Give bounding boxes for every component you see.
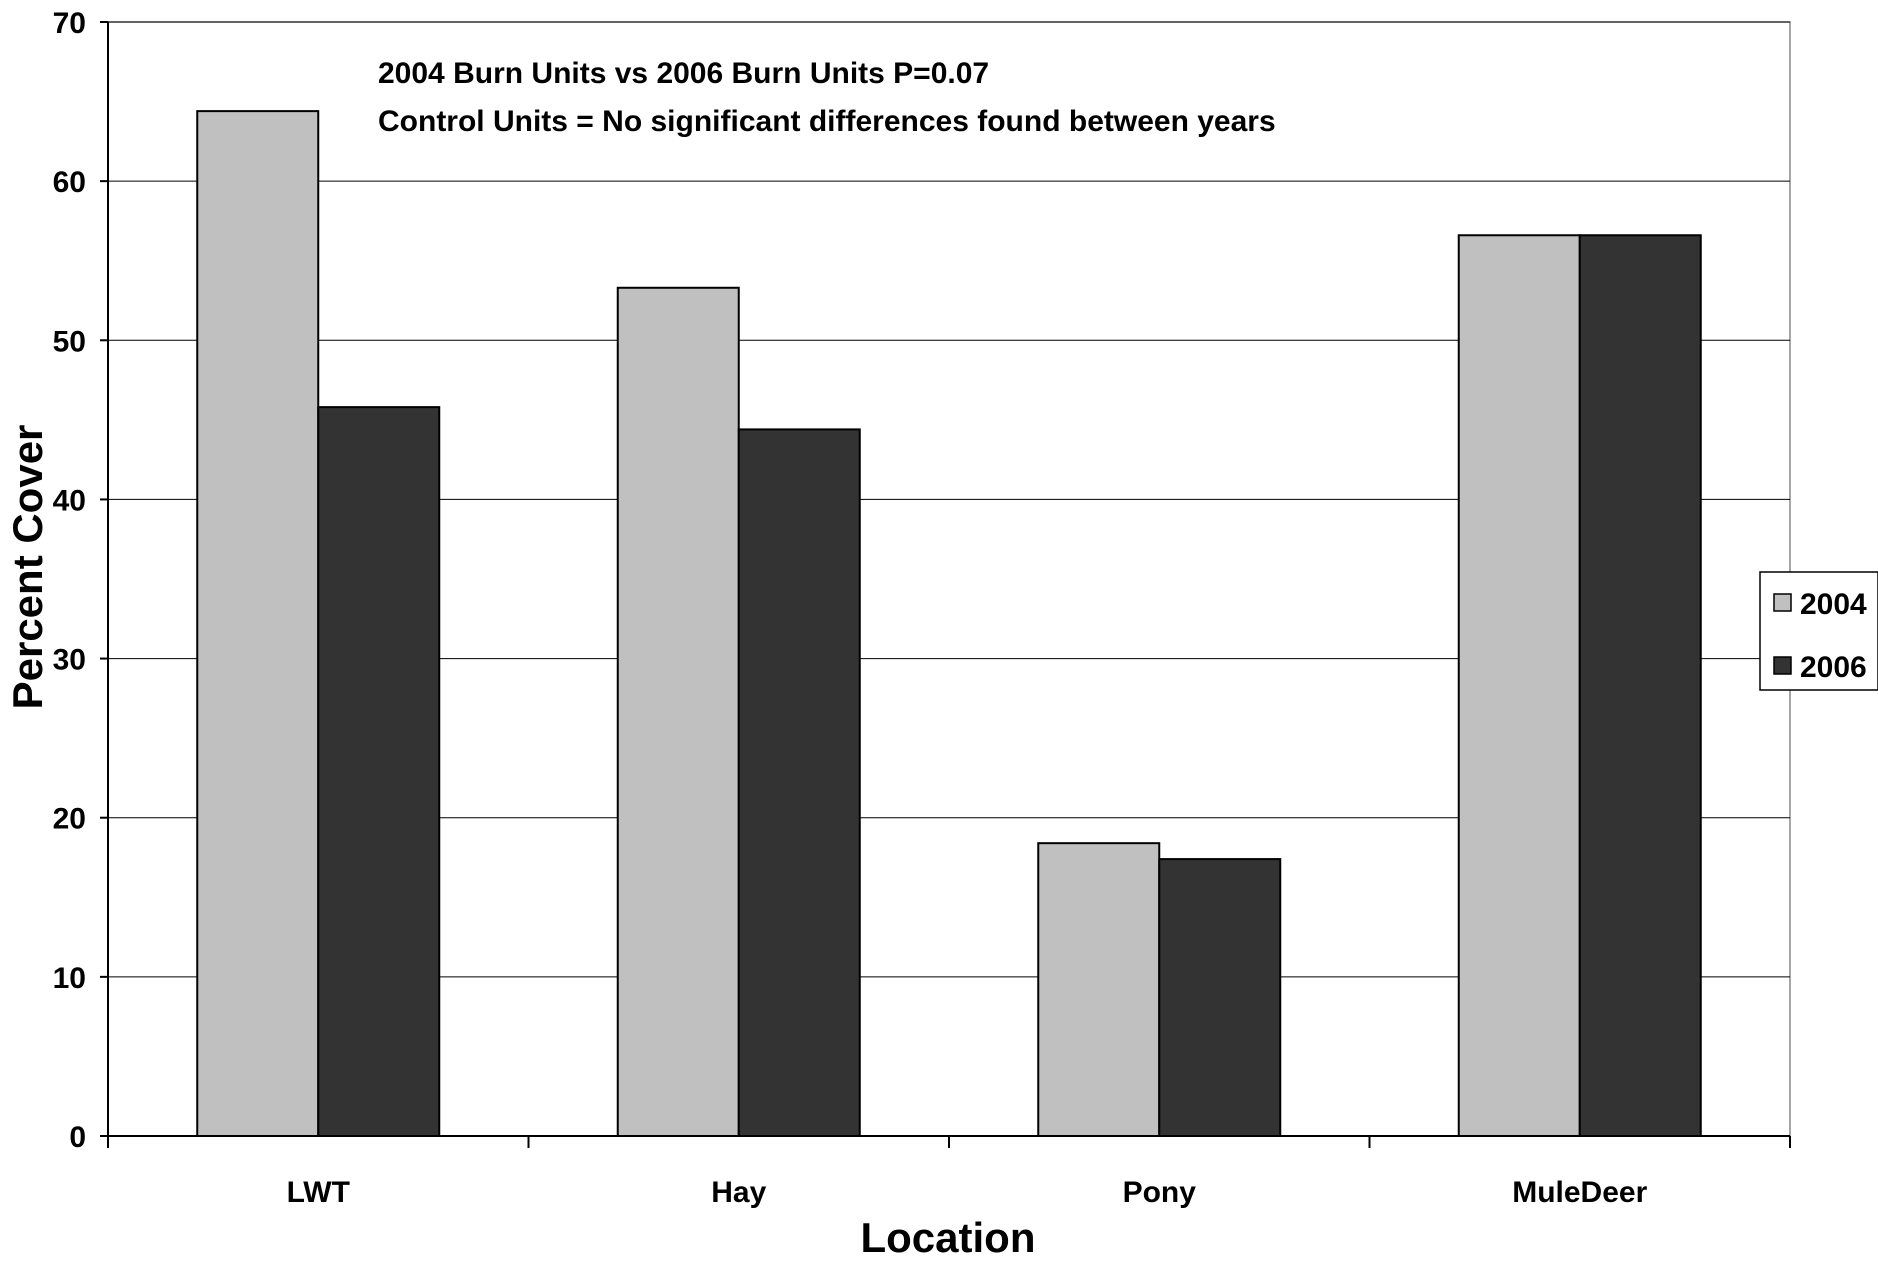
x-tick-label-muledeer: MuleDeer <box>1512 1176 1647 1209</box>
y-tick-label-60: 60 <box>53 166 86 199</box>
x-tick-labels: LWT Hay Pony MuleDeer <box>287 1176 1648 1209</box>
bar-hay-2004 <box>616 286 740 1138</box>
y-tick-label-40: 40 <box>53 484 86 517</box>
y-tick-label-30: 30 <box>53 644 86 677</box>
bar-muledeer-2006 <box>1578 234 1702 1138</box>
legend-label-2006: 2006 <box>1800 651 1867 684</box>
bar-hay-2006 <box>737 428 861 1137</box>
bar-pony-2004 <box>1037 842 1161 1137</box>
x-tick-label-hay: Hay <box>711 1176 766 1209</box>
y-tick-label-50: 50 <box>53 325 86 358</box>
legend-swatch-2004 <box>1773 593 1792 612</box>
bar-pony-2006 <box>1158 858 1282 1137</box>
bar-lwt-2004 <box>196 110 320 1138</box>
y-tick-label-10: 10 <box>53 962 86 995</box>
x-axis-title: Location <box>861 1214 1036 1258</box>
bar-muledeer-2004 <box>1457 234 1581 1138</box>
annotation-control-units: Control Units = No significant differenc… <box>378 105 1276 138</box>
legend-swatch-2006 <box>1773 656 1792 675</box>
bar-lwt-2006 <box>317 406 441 1137</box>
legend-label-2004: 2004 <box>1800 588 1867 621</box>
y-tick-label-0: 0 <box>69 1121 86 1154</box>
x-tick-label-pony: Pony <box>1123 1176 1197 1209</box>
annotation-pvalue: 2004 Burn Units vs 2006 Burn Units P=0.0… <box>378 57 989 90</box>
y-axis-title: Percent Cover <box>4 425 51 710</box>
y-tick-labels: 0 10 20 30 40 50 60 70 <box>53 7 86 1154</box>
legend: 2004 2006 <box>1759 571 1878 691</box>
bars <box>196 110 1702 1138</box>
y-tick-label-70: 70 <box>53 7 86 40</box>
y-tick-label-20: 20 <box>53 803 86 836</box>
x-tick-label-lwt: LWT <box>287 1176 350 1209</box>
axes <box>100 21 1791 1148</box>
